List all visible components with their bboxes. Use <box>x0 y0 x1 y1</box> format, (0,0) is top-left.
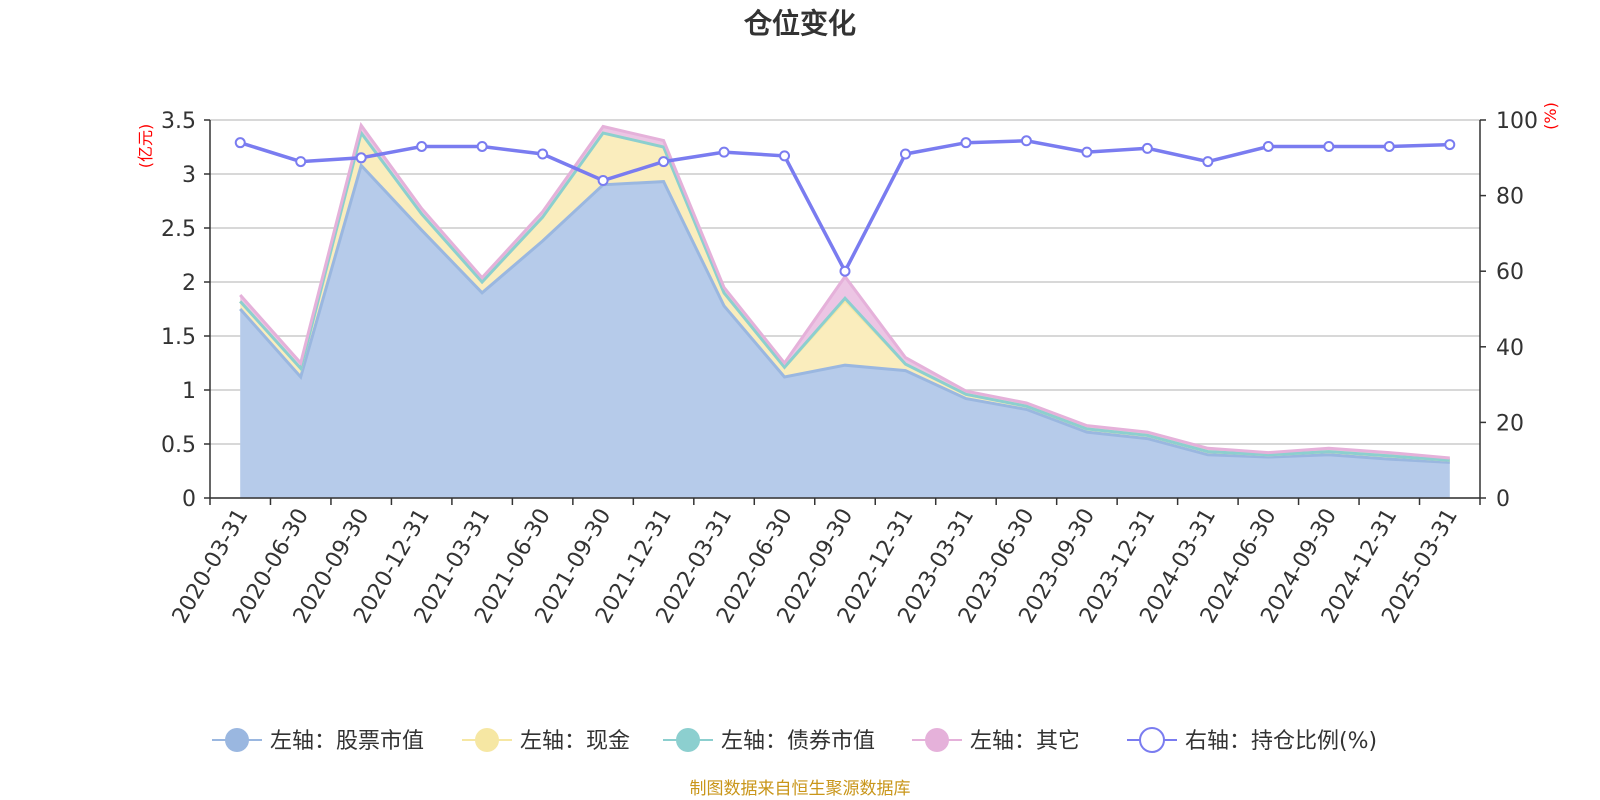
ratio-point <box>537 148 549 160</box>
right-axis-tick-label: 80 <box>1496 185 1524 210</box>
legend-marker <box>925 728 949 752</box>
legend-item: 左轴：现金 <box>462 728 630 754</box>
area-series <box>239 121 1450 498</box>
ratio-point <box>1020 135 1032 147</box>
legend-item: 右轴：持仓比例(%) <box>1127 727 1377 754</box>
left-axis-tick-label: 2.5 <box>161 217 196 242</box>
ratio-line-series <box>234 135 1456 277</box>
ratio-point <box>295 156 307 168</box>
left-axis-tick-label: 2 <box>182 271 196 296</box>
ratio-point <box>416 140 428 152</box>
legend-label: 左轴：其它 <box>970 729 1080 754</box>
ratio-point <box>1202 156 1214 168</box>
ratio-point <box>718 146 730 158</box>
ratio-point <box>1262 140 1274 152</box>
ratio-point <box>234 137 246 149</box>
chart-title: 仓位变化 <box>744 7 856 40</box>
legend-marker <box>225 728 249 752</box>
left-axis-tick-label: 1.5 <box>161 325 196 350</box>
area-fill <box>240 165 1450 498</box>
right-axis-tick-label: 20 <box>1496 411 1524 436</box>
right-axis-unit: (%) <box>1541 102 1560 130</box>
ratio-point <box>839 265 851 277</box>
legend-item: 左轴：股票市值 <box>212 728 424 754</box>
ratio-point <box>658 156 670 168</box>
area-top-line <box>239 129 1450 462</box>
right-axis-tick-label: 100 <box>1496 109 1538 134</box>
ratio-point <box>597 174 609 186</box>
legend-marker <box>676 728 700 752</box>
left-axis-tick-label: 1 <box>182 379 196 404</box>
legend-label: 右轴：持仓比例(%) <box>1185 729 1377 754</box>
left-axis-unit: (亿元) <box>136 124 155 169</box>
legend-label: 左轴：债券市值 <box>721 729 875 754</box>
left-axis-tick-label: 3 <box>182 163 196 188</box>
legend-label: 左轴：股票市值 <box>270 729 424 754</box>
area-fill <box>240 125 1450 461</box>
ratio-point <box>1444 139 1456 151</box>
ratio-point <box>355 152 367 164</box>
legend-marker <box>475 728 499 752</box>
ratio-point <box>960 137 972 149</box>
legend-item: 左轴：其它 <box>912 728 1080 754</box>
left-axis-tick-label: 3.5 <box>161 109 196 134</box>
ratio-point <box>1141 142 1153 154</box>
legend-label: 左轴：现金 <box>520 729 630 754</box>
left-axis-tick-label: 0.5 <box>161 433 196 458</box>
legend: 左轴：股票市值 左轴：现金 左轴：债券市值 左轴：其它 右轴：持仓比例(%) <box>212 727 1377 754</box>
right-axis-tick-label: 0 <box>1496 487 1510 512</box>
ratio-point <box>476 140 488 152</box>
right-axis-tick-label: 60 <box>1496 260 1524 285</box>
right-axis-tick-label: 40 <box>1496 336 1524 361</box>
data-source-footer: 制图数据来自恒生聚源数据库 <box>690 779 911 799</box>
ratio-point <box>1081 146 1093 158</box>
ratio-point <box>899 148 911 160</box>
ratio-point <box>779 150 791 162</box>
ratio-point <box>1383 140 1395 152</box>
left-axis-tick-label: 0 <box>182 487 196 512</box>
legend-item: 左轴：债券市值 <box>663 728 875 754</box>
area-top-line <box>239 162 1450 464</box>
legend-marker <box>1139 727 1165 753</box>
ratio-point <box>1323 140 1335 152</box>
